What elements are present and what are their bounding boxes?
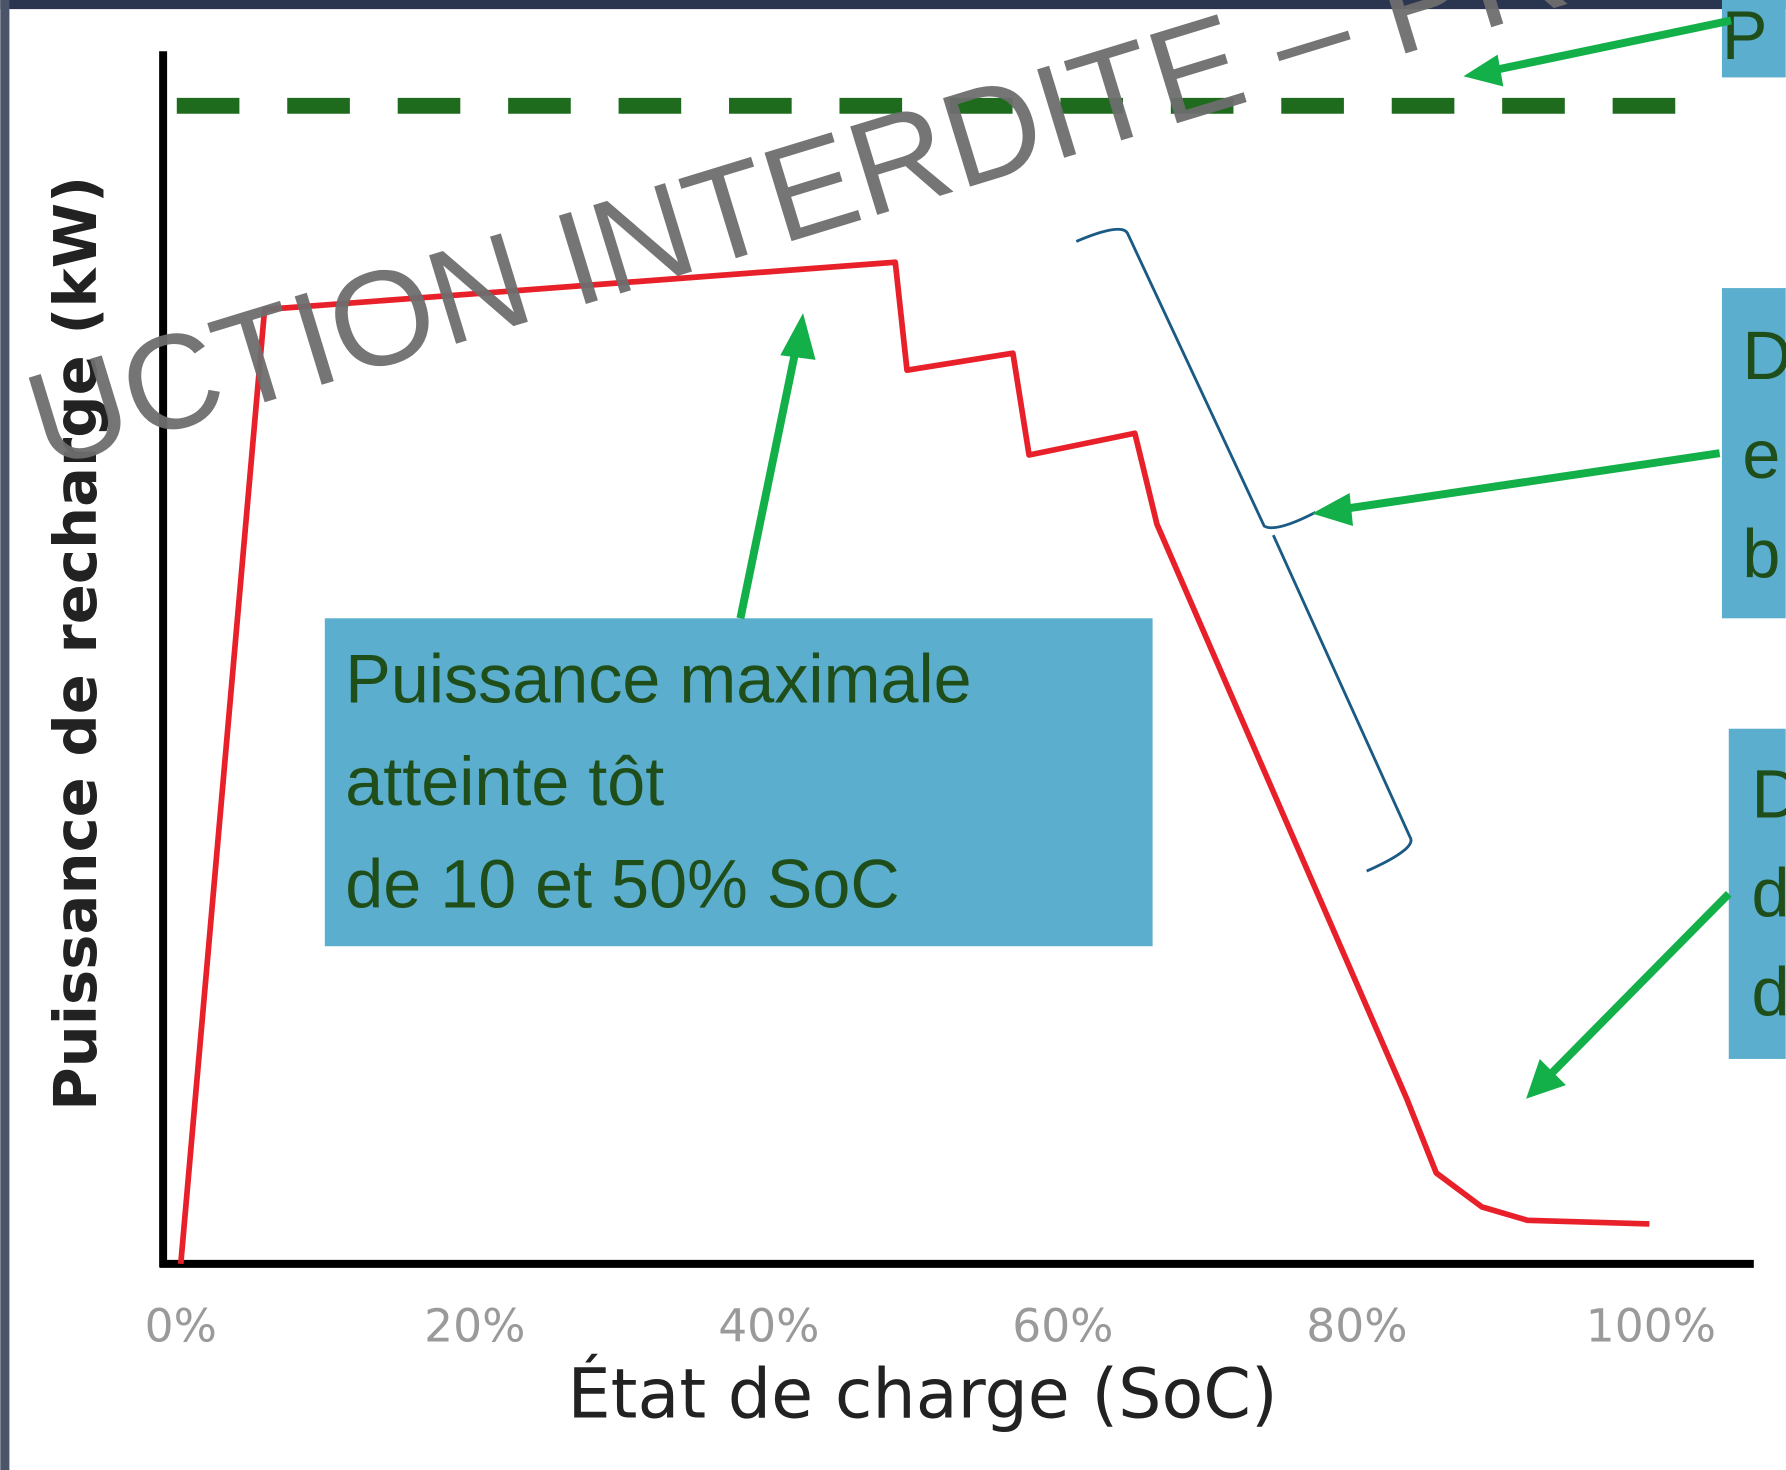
annotation-text: atteinte tôt [345, 744, 664, 820]
annotation-box [1721, 0, 1786, 78]
arrow [1546, 891, 1732, 1079]
x-tick-label: 40% [718, 1299, 819, 1352]
annotation-text: Puissance maximale [345, 642, 971, 718]
top-edge [0, 0, 1786, 10]
arrow-head [1312, 493, 1354, 527]
annotation-text: e [1742, 417, 1780, 493]
arrow-head [1463, 54, 1504, 87]
x-tick-label: 20% [424, 1299, 525, 1352]
x-tick-label: 60% [1012, 1299, 1113, 1352]
arrow-head [780, 313, 816, 360]
annotation-text: d [1752, 856, 1786, 932]
x-tick-label: 100% [1586, 1299, 1716, 1352]
plot-area: 0% 20% 40% 60% 80% 100% [145, 51, 1754, 1352]
arrows [736, 16, 1732, 1099]
annotation-text: d [1752, 955, 1786, 1031]
arrow [736, 340, 802, 620]
annotation-box [1721, 288, 1786, 619]
x-axis-label: État de charge (SoC) [568, 1355, 1278, 1435]
arrow-head [1526, 1058, 1566, 1099]
data-line [177, 259, 1650, 1265]
annotation-box [324, 618, 1153, 947]
y-axis-label: Puissance de recharge (kW) [41, 176, 110, 1111]
arrow [1491, 16, 1732, 75]
annotation-box [1728, 728, 1786, 1059]
x-tick-label: 0% [145, 1299, 217, 1352]
annotation-text: de 10 et 50% SoC [345, 847, 899, 923]
brace [1075, 227, 1413, 873]
left-edge [0, 0, 10, 1470]
annotation-text: D [1752, 757, 1786, 833]
arrow [1343, 449, 1721, 513]
x-tick-label: 80% [1306, 1299, 1407, 1352]
annotation-text: D [1742, 318, 1786, 394]
annotation-text: b [1742, 516, 1780, 592]
annotation-text: P [1722, 0, 1768, 74]
